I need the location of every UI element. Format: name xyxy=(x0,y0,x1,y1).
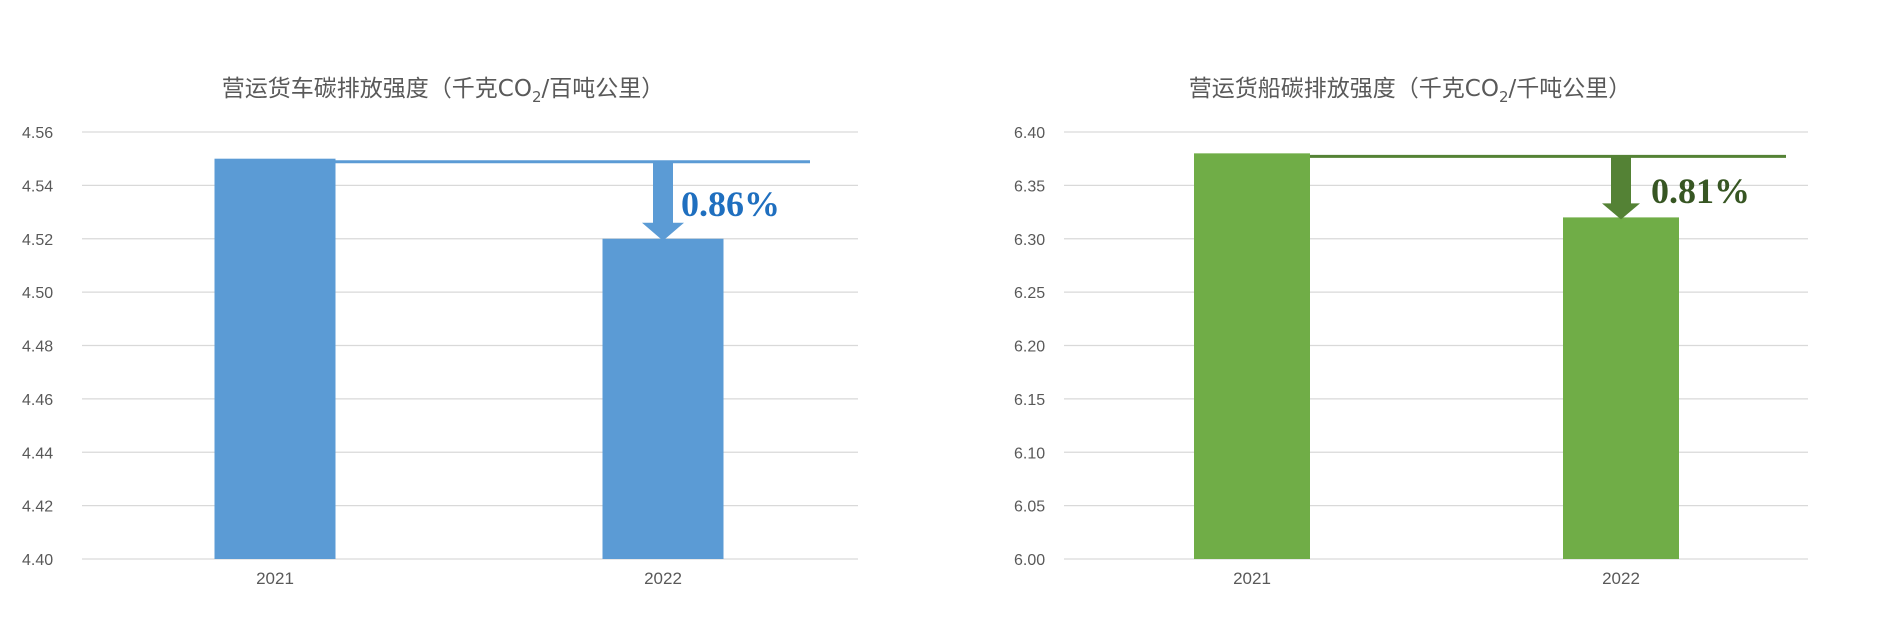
bar-2022 xyxy=(1563,217,1679,559)
bar-2021 xyxy=(1194,153,1310,559)
bars xyxy=(1194,153,1679,559)
decrease-percentage: 0.81% xyxy=(1651,171,1750,211)
y-tick-label: 6.25 xyxy=(1014,285,1045,302)
x-tick-label: 2022 xyxy=(644,569,682,588)
y-tick-label: 4.44 xyxy=(22,445,53,462)
x-axis-ticks: 2021 2022 xyxy=(1233,569,1640,588)
bars xyxy=(214,158,724,559)
truck-emission-chart: 营运货车碳排放强度（千克CO2/百吨公里） 4.404.424.444.464.… xyxy=(22,76,858,588)
y-tick-label: 6.20 xyxy=(1014,339,1045,356)
y-axis-ticks: 4.40 4.42 4.44 4.46 4.48 4.50 4.52 4.54 4.56 xyxy=(22,125,53,569)
y-tick-label: 4.46 xyxy=(22,392,53,409)
x-tick-label: 2021 xyxy=(256,569,294,588)
y-axis-ticks: 6.00 6.05 6.10 6.15 6.20 6.25 6.30 6.35 6.40 xyxy=(1014,125,1045,569)
y-tick-label: 6.35 xyxy=(1014,178,1045,195)
gridlines xyxy=(1064,131,1808,560)
x-axis-ticks: 2021 2022 xyxy=(256,569,682,588)
y-tick-label: 4.42 xyxy=(22,499,53,516)
x-tick-label: 2022 xyxy=(1602,569,1640,588)
y-tick-label: 4.52 xyxy=(22,232,53,249)
y-tick-label: 4.56 xyxy=(22,125,53,142)
y-tick-label: 6.40 xyxy=(1014,125,1045,142)
y-tick-label: 4.40 xyxy=(22,552,53,569)
y-tick-label: 4.48 xyxy=(22,339,53,356)
y-tick-label: 6.30 xyxy=(1014,232,1045,249)
chart-title: 营运货车碳排放强度（千克CO2/百吨公里） xyxy=(222,76,664,106)
gridlines xyxy=(82,131,858,560)
bar-2021 xyxy=(214,158,336,559)
ship-emission-chart: 营运货船碳排放强度（千克CO2/千吨公里） 6.006.056.106.156.… xyxy=(1014,76,1808,588)
down-arrow-icon xyxy=(642,161,684,241)
y-tick-label: 6.05 xyxy=(1014,499,1045,516)
x-tick-label: 2021 xyxy=(1233,569,1271,588)
bar-2022 xyxy=(602,238,724,559)
y-tick-label: 4.54 xyxy=(22,178,53,195)
y-tick-label: 6.15 xyxy=(1014,392,1045,409)
y-tick-label: 4.50 xyxy=(22,285,53,302)
chart-title: 营运货船碳排放强度（千克CO2/千吨公里） xyxy=(1189,76,1631,106)
decrease-annotation: 0.81% xyxy=(1310,154,1786,220)
decrease-annotation: 0.86% xyxy=(335,160,810,241)
y-tick-label: 6.00 xyxy=(1014,552,1045,569)
down-arrow-icon xyxy=(1602,156,1640,220)
y-tick-label: 6.10 xyxy=(1014,445,1045,462)
decrease-percentage: 0.86% xyxy=(681,184,780,224)
